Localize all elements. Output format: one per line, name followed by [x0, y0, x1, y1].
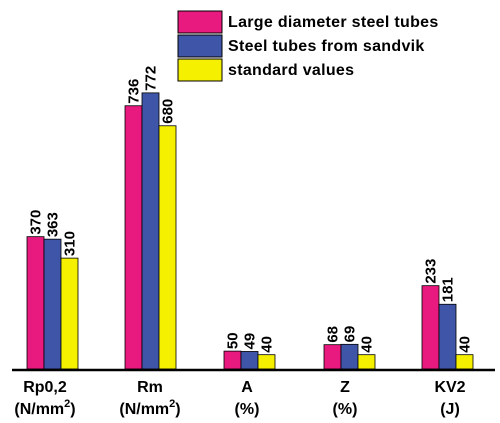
bar-4-series-3 — [357, 354, 376, 370]
bar-1-series-3 — [60, 257, 79, 370]
value-label-3-series-1: 50 — [225, 332, 242, 349]
category-label-3: A — [241, 379, 253, 396]
bar-3-series-2 — [240, 351, 259, 370]
legend-swatch-1 — [177, 10, 223, 34]
legend-swatch-2 — [177, 34, 223, 58]
bar-2-series-1 — [124, 105, 143, 370]
legend-swatch-3 — [177, 58, 223, 82]
value-label-3-series-3: 40 — [259, 336, 276, 353]
legend-label-2: Steel tubes from sandvik — [228, 38, 425, 55]
category-labels-group: Rp0,2 (N/mm2) Rm (N/mm2) A (%) Z (%) KV2 (J) — [14, 379, 465, 418]
category-unit-4: (%) — [333, 401, 358, 418]
category-label-5: KV2 — [434, 379, 465, 396]
legend: Large diameter steel tubes Steel tubes fr… — [177, 10, 439, 82]
category-label-2: Rm — [137, 379, 163, 396]
bar-4-series-2 — [340, 343, 359, 370]
category-unit-1: (N/mm2) — [14, 398, 75, 418]
value-label-5-series-3: 40 — [457, 336, 474, 353]
category-unit-5: (J) — [440, 401, 460, 418]
bar-2-series-2 — [141, 92, 160, 370]
value-label-1-series-3: 310 — [62, 231, 79, 256]
bar-3-series-1 — [223, 350, 242, 370]
value-label-2-series-1: 736 — [126, 79, 143, 104]
value-label-3-series-2: 49 — [242, 333, 259, 350]
value-label-5-series-1: 233 — [423, 259, 440, 284]
value-label-4-series-2: 69 — [342, 326, 359, 343]
category-unit-2: (N/mm2) — [119, 398, 180, 418]
value-label-1-series-1: 370 — [28, 210, 45, 235]
bars-group — [26, 92, 474, 370]
bar-4-series-1 — [323, 344, 342, 370]
bar-2-series-3 — [158, 125, 177, 370]
legend-label-3: standard values — [228, 62, 354, 79]
bar-5-series-3 — [455, 354, 474, 370]
legend-label-1: Large diameter steel tubes — [228, 14, 439, 31]
category-unit-3: (%) — [235, 401, 260, 418]
bar-1-series-2 — [43, 238, 62, 370]
bar-1-series-1 — [26, 236, 45, 370]
value-label-1-series-2: 363 — [45, 212, 62, 237]
bar-5-series-2 — [438, 303, 457, 370]
bar-3-series-3 — [257, 354, 276, 370]
value-label-5-series-2: 181 — [440, 277, 457, 302]
category-label-1: Rp0,2 — [23, 379, 67, 396]
value-label-4-series-1: 68 — [325, 326, 342, 343]
value-label-2-series-3: 680 — [160, 99, 177, 124]
value-label-2-series-2: 772 — [143, 66, 160, 91]
bar-5-series-1 — [421, 285, 440, 370]
value-label-4-series-3: 40 — [359, 336, 376, 353]
category-label-4: Z — [340, 379, 350, 396]
